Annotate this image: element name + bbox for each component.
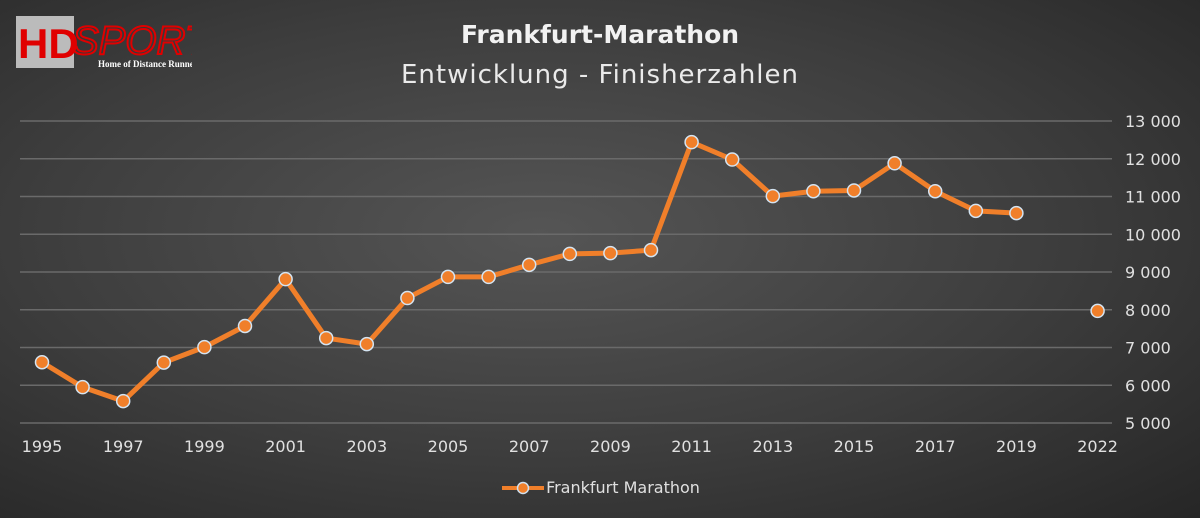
- y-tick-label: 12 000: [1125, 150, 1181, 169]
- y-tick-label: 6 000: [1125, 376, 1171, 395]
- data-point: [603, 245, 618, 261]
- data-point: [34, 354, 50, 370]
- x-tick-label: 2019: [996, 437, 1037, 456]
- data-point: [156, 355, 172, 370]
- data-point: [481, 269, 496, 285]
- y-tick-label: 10 000: [1125, 225, 1181, 244]
- data-point: [278, 271, 293, 287]
- x-tick-label: 2013: [752, 437, 793, 456]
- chart-subtitle: Entwicklung - Finisherzahlen: [401, 60, 799, 90]
- logo-plate: [16, 16, 74, 68]
- x-tick-label: 2009: [590, 437, 631, 456]
- data-point: [359, 336, 375, 352]
- x-tick-label: 2011: [671, 437, 712, 456]
- y-tick-label: 5 000: [1125, 414, 1171, 433]
- data-point: [75, 379, 90, 395]
- svg-text:Home of Distance Runners: Home of Distance Runners: [98, 59, 192, 69]
- x-tick-label: 2022: [1077, 437, 1118, 456]
- data-point: [562, 246, 578, 262]
- x-tick-label: 1999: [184, 437, 225, 456]
- data-point: [724, 152, 740, 167]
- y-tick-label: 11 000: [1125, 188, 1181, 207]
- y-tick-label: 7 000: [1125, 339, 1171, 358]
- x-tick-label: 2015: [834, 437, 875, 456]
- x-tick-label: 2017: [915, 437, 956, 456]
- data-point: [765, 188, 781, 204]
- data-point: [806, 183, 821, 199]
- y-tick-label: 8 000: [1125, 301, 1171, 320]
- data-point: [521, 257, 537, 273]
- data-point: [846, 183, 862, 198]
- data-point: [400, 290, 415, 306]
- svg-text:HD: HD: [18, 20, 79, 67]
- data-point: [115, 393, 131, 409]
- x-tick-label: 2005: [428, 437, 469, 456]
- data-point: [887, 156, 902, 171]
- data-point: [643, 242, 659, 258]
- x-tick-label: 1997: [103, 437, 144, 456]
- x-tick-label: 2003: [346, 437, 387, 456]
- x-tick-label: 2007: [509, 437, 550, 456]
- data-point: [440, 269, 456, 285]
- x-tick-label: 2001: [265, 437, 306, 456]
- y-tick-label: 9 000: [1125, 263, 1171, 282]
- data-point: [927, 183, 943, 199]
- legend-marker-icon: [502, 481, 545, 494]
- data-point: [1009, 205, 1024, 221]
- data-point: [197, 339, 212, 355]
- legend: Frankfurt Marathon: [0, 478, 1200, 497]
- chart-title: Frankfurt-Marathon: [460, 20, 740, 49]
- data-point: [318, 330, 334, 346]
- x-tick-label: 1995: [22, 437, 63, 456]
- y-tick-label: 13 000: [1125, 112, 1181, 131]
- data-point: [1090, 303, 1105, 319]
- data-point: [968, 203, 984, 219]
- data-point: [237, 318, 253, 334]
- legend-label: Frankfurt Marathon: [546, 478, 700, 497]
- data-point: [684, 134, 699, 150]
